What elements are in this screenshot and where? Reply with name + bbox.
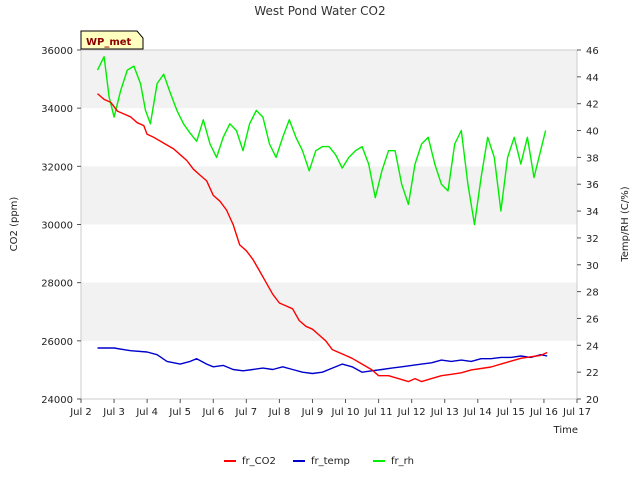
y-tick-label: 28000 [41,279,73,290]
y2-tick-label: 40 [586,127,599,138]
grid-bands [81,50,577,341]
y2-tick-label: 26 [586,314,599,325]
station-badge-label: WP_met [86,37,132,48]
x-tick-label: Jul 11 [364,407,393,418]
legend-label-fr_temp: fr_temp [311,456,350,467]
y-tick-label: 26000 [41,337,73,348]
y-tick-label: 30000 [41,221,73,232]
x-tick-label: Jul 2 [69,407,92,418]
x-tick-label: Jul 13 [430,407,459,418]
y2-tick-label: 36 [586,180,599,191]
y2-tick-label: 24 [586,341,599,352]
y-axis-title: CO2 (ppm) [9,197,20,252]
x-tick-label: Jul 16 [529,407,558,418]
x-axis-title: Time [553,425,578,436]
y2-tick-label: 46 [586,46,599,57]
x-tick-label: Jul 15 [496,407,525,418]
station-badge: WP_met [80,30,144,50]
y2-tick-label: 30 [586,261,599,272]
x-tick-label: Jul 17 [562,407,591,418]
y2-tick-label: 28 [586,288,599,299]
y2-tick-label: 34 [586,207,599,218]
grid-band [81,50,577,109]
station-badge-box [80,30,144,50]
y-tick-label: 24000 [41,395,73,406]
y2-tick-label: 42 [586,100,599,111]
legend: fr_CO2 fr_temp fr_rh [224,456,414,467]
y2-tick-label: 44 [586,73,599,84]
x-tick-label: Jul 3 [102,407,125,418]
y-tick-label: 34000 [41,104,73,115]
x-tick-label: Jul 12 [397,407,426,418]
y2-tick-label: 38 [586,153,599,164]
x-tick-label: Jul 6 [201,407,224,418]
y2-tick-label: 22 [586,368,599,379]
x-tick-label: Jul 9 [301,407,324,418]
legend-label-fr_rh: fr_rh [391,456,414,467]
x-tick-label: Jul 5 [168,407,191,418]
axis-ticks: Jul 2 Jul 3 Jul 4 Jul 5 Jul 6 Jul 7 Jul 8 Jul 9… [41,46,599,418]
x-tick-label: Jul 14 [463,407,492,418]
series-line-fr_temp [97,347,548,375]
y-tick-label: 36000 [41,46,73,57]
x-tick-label: Jul 4 [135,407,158,418]
x-tick-label: Jul 10 [331,407,360,418]
y2-axis-title: Temp/RH (C/%) [620,186,631,262]
y2-tick-label: 20 [586,395,599,406]
grid-band [81,166,577,225]
x-tick-label: Jul 8 [268,407,291,418]
chart-title: West Pond Water CO2 [254,4,385,18]
y2-tick-label: 32 [586,234,599,245]
y-tick-label: 32000 [41,162,73,173]
series-line-fr_CO2 [97,93,548,383]
grid-band [81,282,577,341]
legend-label-fr_CO2: fr_CO2 [242,456,276,467]
series-line-fr_rh [96,56,547,226]
series-layer [96,56,548,383]
x-tick-label: Jul 7 [235,407,258,418]
